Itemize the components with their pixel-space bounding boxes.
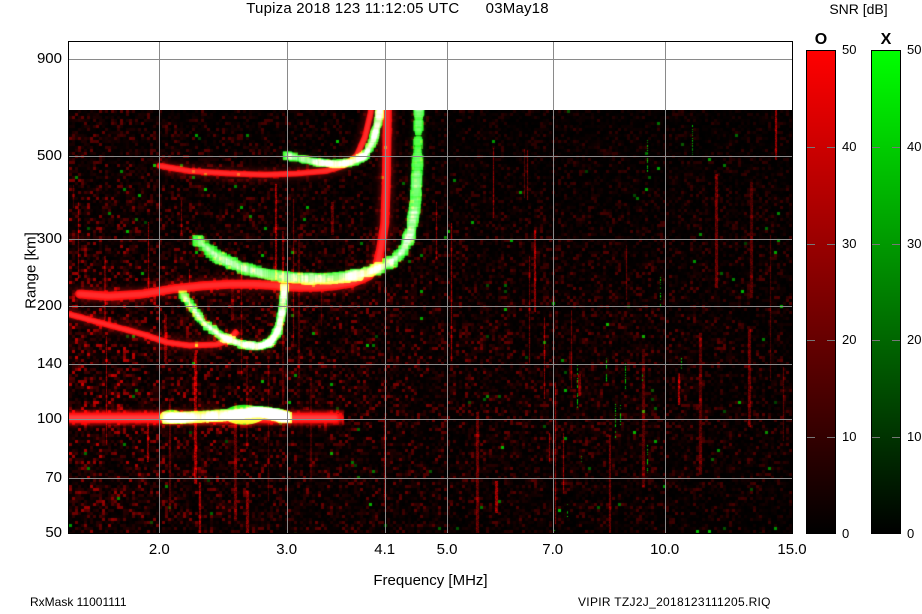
x-tick-4.1: 4.1 <box>374 541 396 558</box>
colorbar-title: SNR [dB] <box>829 1 888 17</box>
colorbar-o-dash-10 <box>807 437 815 438</box>
colorbar-o-dash-30 <box>807 244 815 245</box>
colorbar-x-dash-20 <box>872 340 880 341</box>
colorbar-o-dash2-30 <box>827 244 835 245</box>
colorbar-x-tick-50: 50 <box>907 42 922 57</box>
colorbar-o-tick-0: 0 <box>842 526 850 541</box>
gridline-h-1 <box>69 156 792 157</box>
colorbar-x-dash-40 <box>872 147 880 148</box>
x-tick-15.0: 15.0 <box>777 541 807 558</box>
colorbar-x-dash-10 <box>872 437 880 438</box>
y-tick-labels: 900 500 300 200 140 100 70 50 <box>0 0 62 614</box>
colorbar-x-dash2-20 <box>892 340 900 341</box>
colorbar-o-tick-10: 10 <box>842 429 857 445</box>
rxmask-label: RxMask 11001111 <box>30 595 127 609</box>
gridline-h-4 <box>69 364 792 365</box>
colorbar-o-tick-40: 40 <box>842 138 857 154</box>
colorbar-x-tick-40: 40 <box>907 138 922 154</box>
gridline-v-4 <box>553 42 554 533</box>
gridline-v-5 <box>665 42 666 533</box>
y-tick-300: 300 <box>36 230 62 248</box>
colorbar-x-tick-10: 10 <box>907 429 922 445</box>
x-tick-labels: 2.0 3.0 4.1 5.0 7.0 10.0 15.0 <box>0 541 922 563</box>
gridline-h-3 <box>69 306 792 307</box>
y-tick-140: 140 <box>36 355 62 373</box>
colorbar-o-dash2-10 <box>827 437 835 438</box>
gridline-h-5 <box>69 419 792 420</box>
gridline-v-3 <box>447 42 448 533</box>
gridline-h-2 <box>69 239 792 240</box>
colorbar-x-tick-0: 0 <box>907 526 915 541</box>
x-tick-7.0: 7.0 <box>542 541 564 558</box>
y-tick-500: 500 <box>36 146 62 164</box>
colorbar-x-dash-30 <box>872 244 880 245</box>
y-tick-900: 900 <box>36 50 62 68</box>
source-file-label: VIPIR TZJ2J_2018123111205.RIQ <box>578 595 771 609</box>
y-tick-70: 70 <box>45 468 62 486</box>
x-tick-10.0: 10.0 <box>650 541 680 558</box>
colorbar-o-head: O <box>814 31 828 48</box>
gridline-h-6 <box>69 478 792 479</box>
colorbar-o-tick-20: 20 <box>842 332 857 348</box>
y-tick-200: 200 <box>36 296 62 314</box>
colorbar-o-dash-40 <box>807 147 815 148</box>
gridline-v-2 <box>385 42 386 533</box>
gridline-h-0 <box>69 59 792 60</box>
x-axis-label: Frequency [MHz] <box>373 572 488 589</box>
gridline-v-0 <box>159 42 160 533</box>
ionogram-raster <box>69 110 792 533</box>
plot-clip <box>69 42 792 533</box>
x-tick-5.0: 5.0 <box>436 541 458 558</box>
y-tick-50: 50 <box>45 524 62 541</box>
x-tick-3.0: 3.0 <box>276 541 298 558</box>
colorbar-x-dash2-10 <box>892 437 900 438</box>
colorbar-o-dash2-40 <box>827 147 835 148</box>
colorbar-o-tick-50: 50 <box>842 42 857 57</box>
page-title: Tupiza 2018 123 11:12:05 UTC 03May18 <box>246 0 549 17</box>
y-axis-label: Range [km] <box>22 232 40 309</box>
colorbar-x-dash2-30 <box>892 244 900 245</box>
ionogram-canvas <box>69 110 792 533</box>
colorbar-x-dash2-40 <box>892 147 900 148</box>
y-tick-100: 100 <box>36 410 62 428</box>
x-tick-2.0: 2.0 <box>148 541 170 558</box>
colorbar-x-head: X <box>880 31 892 48</box>
colorbar-o-tick-30: 30 <box>842 235 857 251</box>
colorbar-x-gradient[interactable] <box>871 50 901 534</box>
colorbar-o-gradient[interactable] <box>806 50 836 534</box>
colorbar-o-dash-20 <box>807 340 815 341</box>
colorbar-x-tick-30: 30 <box>907 235 922 251</box>
colorbar-x-tick-20: 20 <box>907 332 922 348</box>
colorbar-o-dash2-20 <box>827 340 835 341</box>
ionogram-plot[interactable] <box>68 41 793 534</box>
gridline-v-1 <box>287 42 288 533</box>
